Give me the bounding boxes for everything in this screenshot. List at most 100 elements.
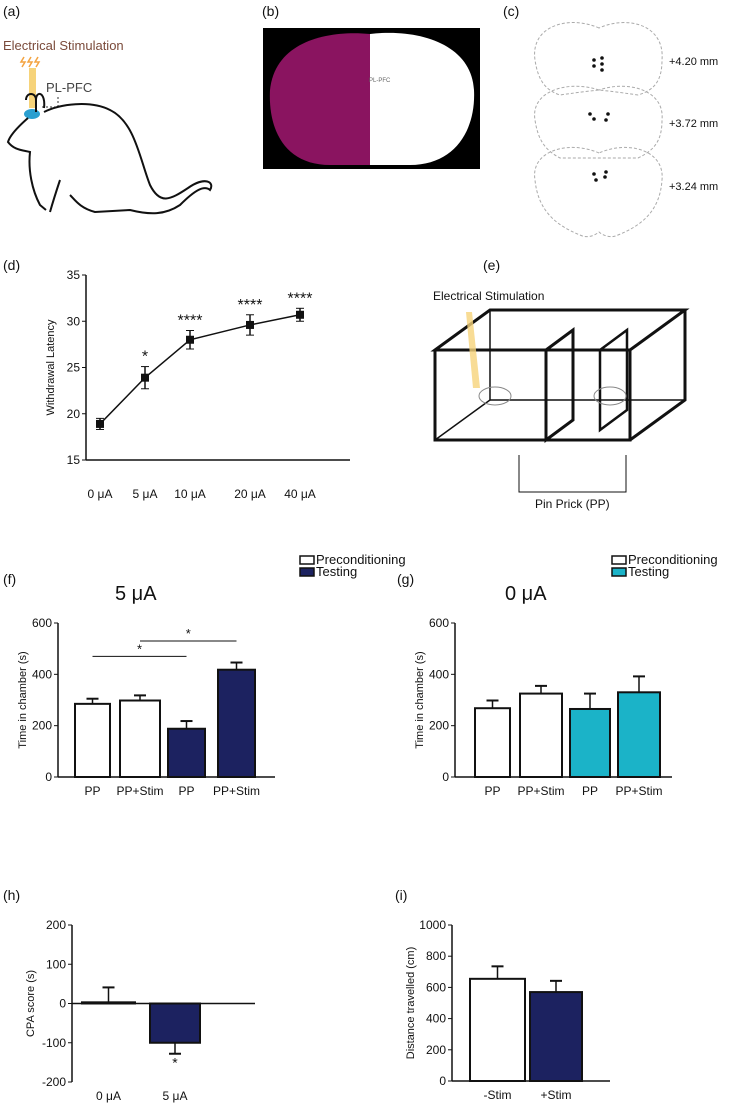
x-tick-label: 5 μA [163, 1089, 188, 1103]
rat-drawing [6, 92, 213, 215]
pp-label: Pin Prick (PP) [535, 497, 610, 511]
data-point [186, 335, 194, 344]
data-point [141, 373, 149, 382]
bar [167, 727, 206, 778]
x-tick-label: +Stim [540, 1088, 571, 1102]
y-tick-label: 600 [429, 616, 449, 630]
x-tick-label: 5 μA [133, 487, 158, 501]
x-tick-label: 0 μA [88, 487, 113, 501]
legend-swatch [299, 555, 315, 565]
y-axis-label: CPA score (s) [25, 970, 37, 1037]
y-tick-label: -200 [42, 1075, 66, 1089]
panel-label-e: (e) [483, 257, 500, 273]
panel-a: (a) Electrical Stimulation PL-PFC [3, 3, 213, 215]
panel-label-a: (a) [3, 3, 20, 19]
y-axis-label: Withdrawal Latency [45, 319, 57, 415]
significance-label: **** [288, 290, 313, 307]
panel-label-f: (f) [3, 571, 16, 587]
panel-c: (c) +4.20 mm +3.72 mm +3.24 mm [503, 3, 718, 238]
x-tick-label: PP [178, 784, 194, 798]
chart-i: (i) 0 200 400 600 800 1000 Distance travelled (… [395, 887, 610, 1102]
y-tick-label: 400 [426, 1012, 446, 1026]
y-tick-label: 0 [439, 1074, 446, 1088]
coronal-sections [534, 22, 663, 238]
stained-hemisphere [269, 33, 370, 165]
bar [217, 668, 256, 778]
x-tick-label: PP [84, 784, 100, 798]
stim-label: Electrical Stimulation [3, 38, 124, 53]
atlas-hemisphere [370, 32, 475, 166]
bar [519, 692, 563, 778]
panel-b: (b) PL-PFC [262, 3, 480, 169]
bar [529, 991, 583, 1083]
y-tick-label: 200 [429, 719, 449, 733]
x-tick-label: -Stim [484, 1088, 512, 1102]
bar [149, 1002, 201, 1044]
x-tick-label: 40 μA [284, 487, 316, 501]
panel-label-h: (h) [3, 887, 20, 903]
y-tick-label: 20 [67, 407, 81, 421]
y-tick-label: 800 [426, 949, 446, 963]
bar [617, 691, 661, 778]
chart-f: (f) 0 200 400 600 Time in chamber (s) PP PP+Sti… [3, 552, 406, 798]
legend-label: Preconditioning [316, 552, 406, 567]
x-tick-label: PP+Stim [517, 784, 564, 798]
y-tick-label: 1000 [419, 918, 446, 932]
y-tick-label: 600 [32, 616, 52, 630]
y-tick-label: 200 [46, 918, 66, 932]
coord-label: +3.24 mm [669, 181, 718, 193]
series-line [99, 314, 301, 425]
x-tick-label: 20 μA [234, 487, 266, 501]
y-tick-label: 25 [67, 361, 81, 375]
y-tick-label: 100 [46, 957, 66, 971]
x-tick-label: PP+Stim [213, 784, 260, 798]
chart-g: (g) 0 200 400 600 Time in chamber (s) PP PP+Sti… [397, 552, 718, 798]
data-point [246, 320, 254, 329]
chart-title: 5 μA [115, 583, 157, 605]
significance-label: * [172, 1055, 178, 1071]
significance-label: **** [238, 297, 263, 314]
legend-swatch [611, 555, 627, 565]
panel-e: (e) Electrical Stimulation Pin Prick (PP… [430, 257, 690, 511]
significance-label: * [137, 641, 142, 656]
x-tick-label: 0 μA [96, 1089, 121, 1103]
y-tick-label: 0 [45, 770, 52, 784]
legend-label: Preconditioning [628, 552, 718, 567]
y-axis-label: Time in chamber (s) [17, 651, 29, 748]
legend-label: Testing [628, 564, 669, 579]
x-tick-label: 10 μA [174, 487, 206, 501]
panel-label-d: (d) [3, 257, 20, 273]
significance-label: * [186, 626, 191, 641]
y-tick-label: 35 [67, 268, 81, 282]
y-tick-label: -100 [42, 1036, 66, 1050]
cpa-apparatus [430, 308, 690, 443]
x-tick-label: PP [582, 784, 598, 798]
panel-label-b: (b) [262, 3, 279, 19]
bar [81, 1001, 136, 1005]
pp-bracket [518, 455, 627, 493]
significance-label: * [142, 349, 148, 366]
y-axis-label: Distance travelled (cm) [405, 947, 417, 1059]
bar [474, 707, 511, 778]
x-tick-label: PP [484, 784, 500, 798]
pfc-target [24, 109, 40, 119]
x-tick-label: PP+Stim [615, 784, 662, 798]
coord-label: +3.72 mm [669, 118, 718, 130]
stim-label-e: Electrical Stimulation [433, 289, 544, 303]
legend-swatch [611, 567, 627, 577]
electrode [29, 68, 36, 108]
panel-label-i: (i) [395, 887, 407, 903]
bar [119, 699, 161, 778]
y-tick-label: 0 [59, 997, 66, 1011]
rat-icons [478, 386, 627, 406]
electrode-e [466, 312, 480, 388]
chart-d: (d) 15 20 25 30 35 Withdrawal Latency 0 μA * 5 μA… [3, 257, 350, 501]
pl-pfc-label: PL-PFC [46, 80, 92, 95]
y-axis-label: Time in chamber (s) [414, 651, 426, 748]
bar [469, 977, 526, 1083]
lightning-icon [19, 56, 41, 68]
chart-title: 0 μA [505, 583, 547, 605]
y-tick-label: 200 [32, 719, 52, 733]
legend-label: Testing [316, 564, 357, 579]
